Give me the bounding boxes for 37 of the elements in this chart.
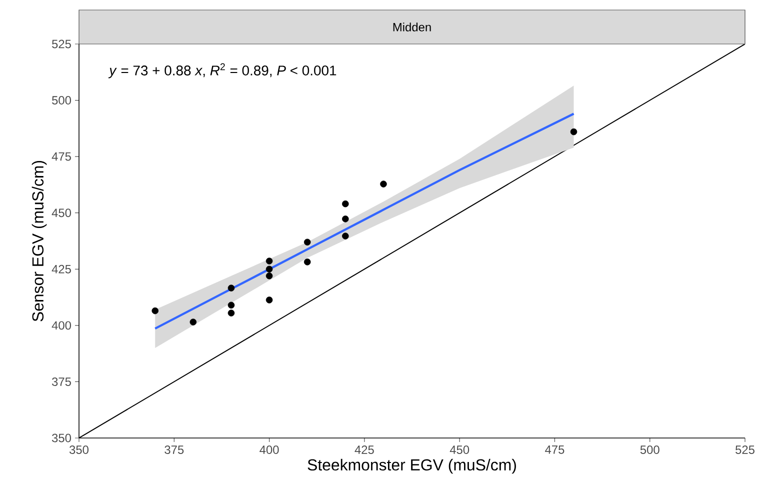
point [228,284,235,292]
x-axis-title: Steekmonster EGV (muS/cm) [308,458,516,474]
y-tick-label: 525 [52,40,71,48]
chart-title: Midden [393,22,431,32]
point [266,272,273,280]
point [342,200,349,208]
y-axis-title: Sensor EGV (muS/cm) [32,160,47,322]
point [266,258,273,264]
point [570,128,578,136]
point [342,216,349,222]
point [304,258,311,266]
y-tick-label: 450 [52,208,72,218]
x-tick-label: 425 [354,446,374,454]
point [380,180,387,188]
y-tick-label: 425 [52,264,71,274]
point [304,238,311,246]
y-tick-label: 475 [52,152,71,161]
x-tick-label: 525 [736,446,754,454]
y-tick-label: 500 [52,96,72,105]
point [266,296,273,304]
y-tick-label: 375 [52,377,71,386]
x-tick-label: 375 [164,446,184,454]
point [152,307,159,314]
x-tick-label: 450 [450,446,470,454]
x-tick-label: 475 [545,446,564,454]
point [266,266,273,273]
line-series [154,112,575,330]
x-tick-label: 400 [260,446,279,454]
point [342,232,349,240]
x-tick-label: 500 [640,446,660,454]
text: y = 73 + 0.88 x, R$^{2}$ = 0.89, P < 0.001 [108,63,336,78]
point [228,302,235,309]
point [190,318,197,326]
y-tick-label: 350 [52,434,72,442]
y-tick-label: 400 [52,321,72,330]
point [228,310,235,316]
x-tick-label: 350 [69,446,89,454]
